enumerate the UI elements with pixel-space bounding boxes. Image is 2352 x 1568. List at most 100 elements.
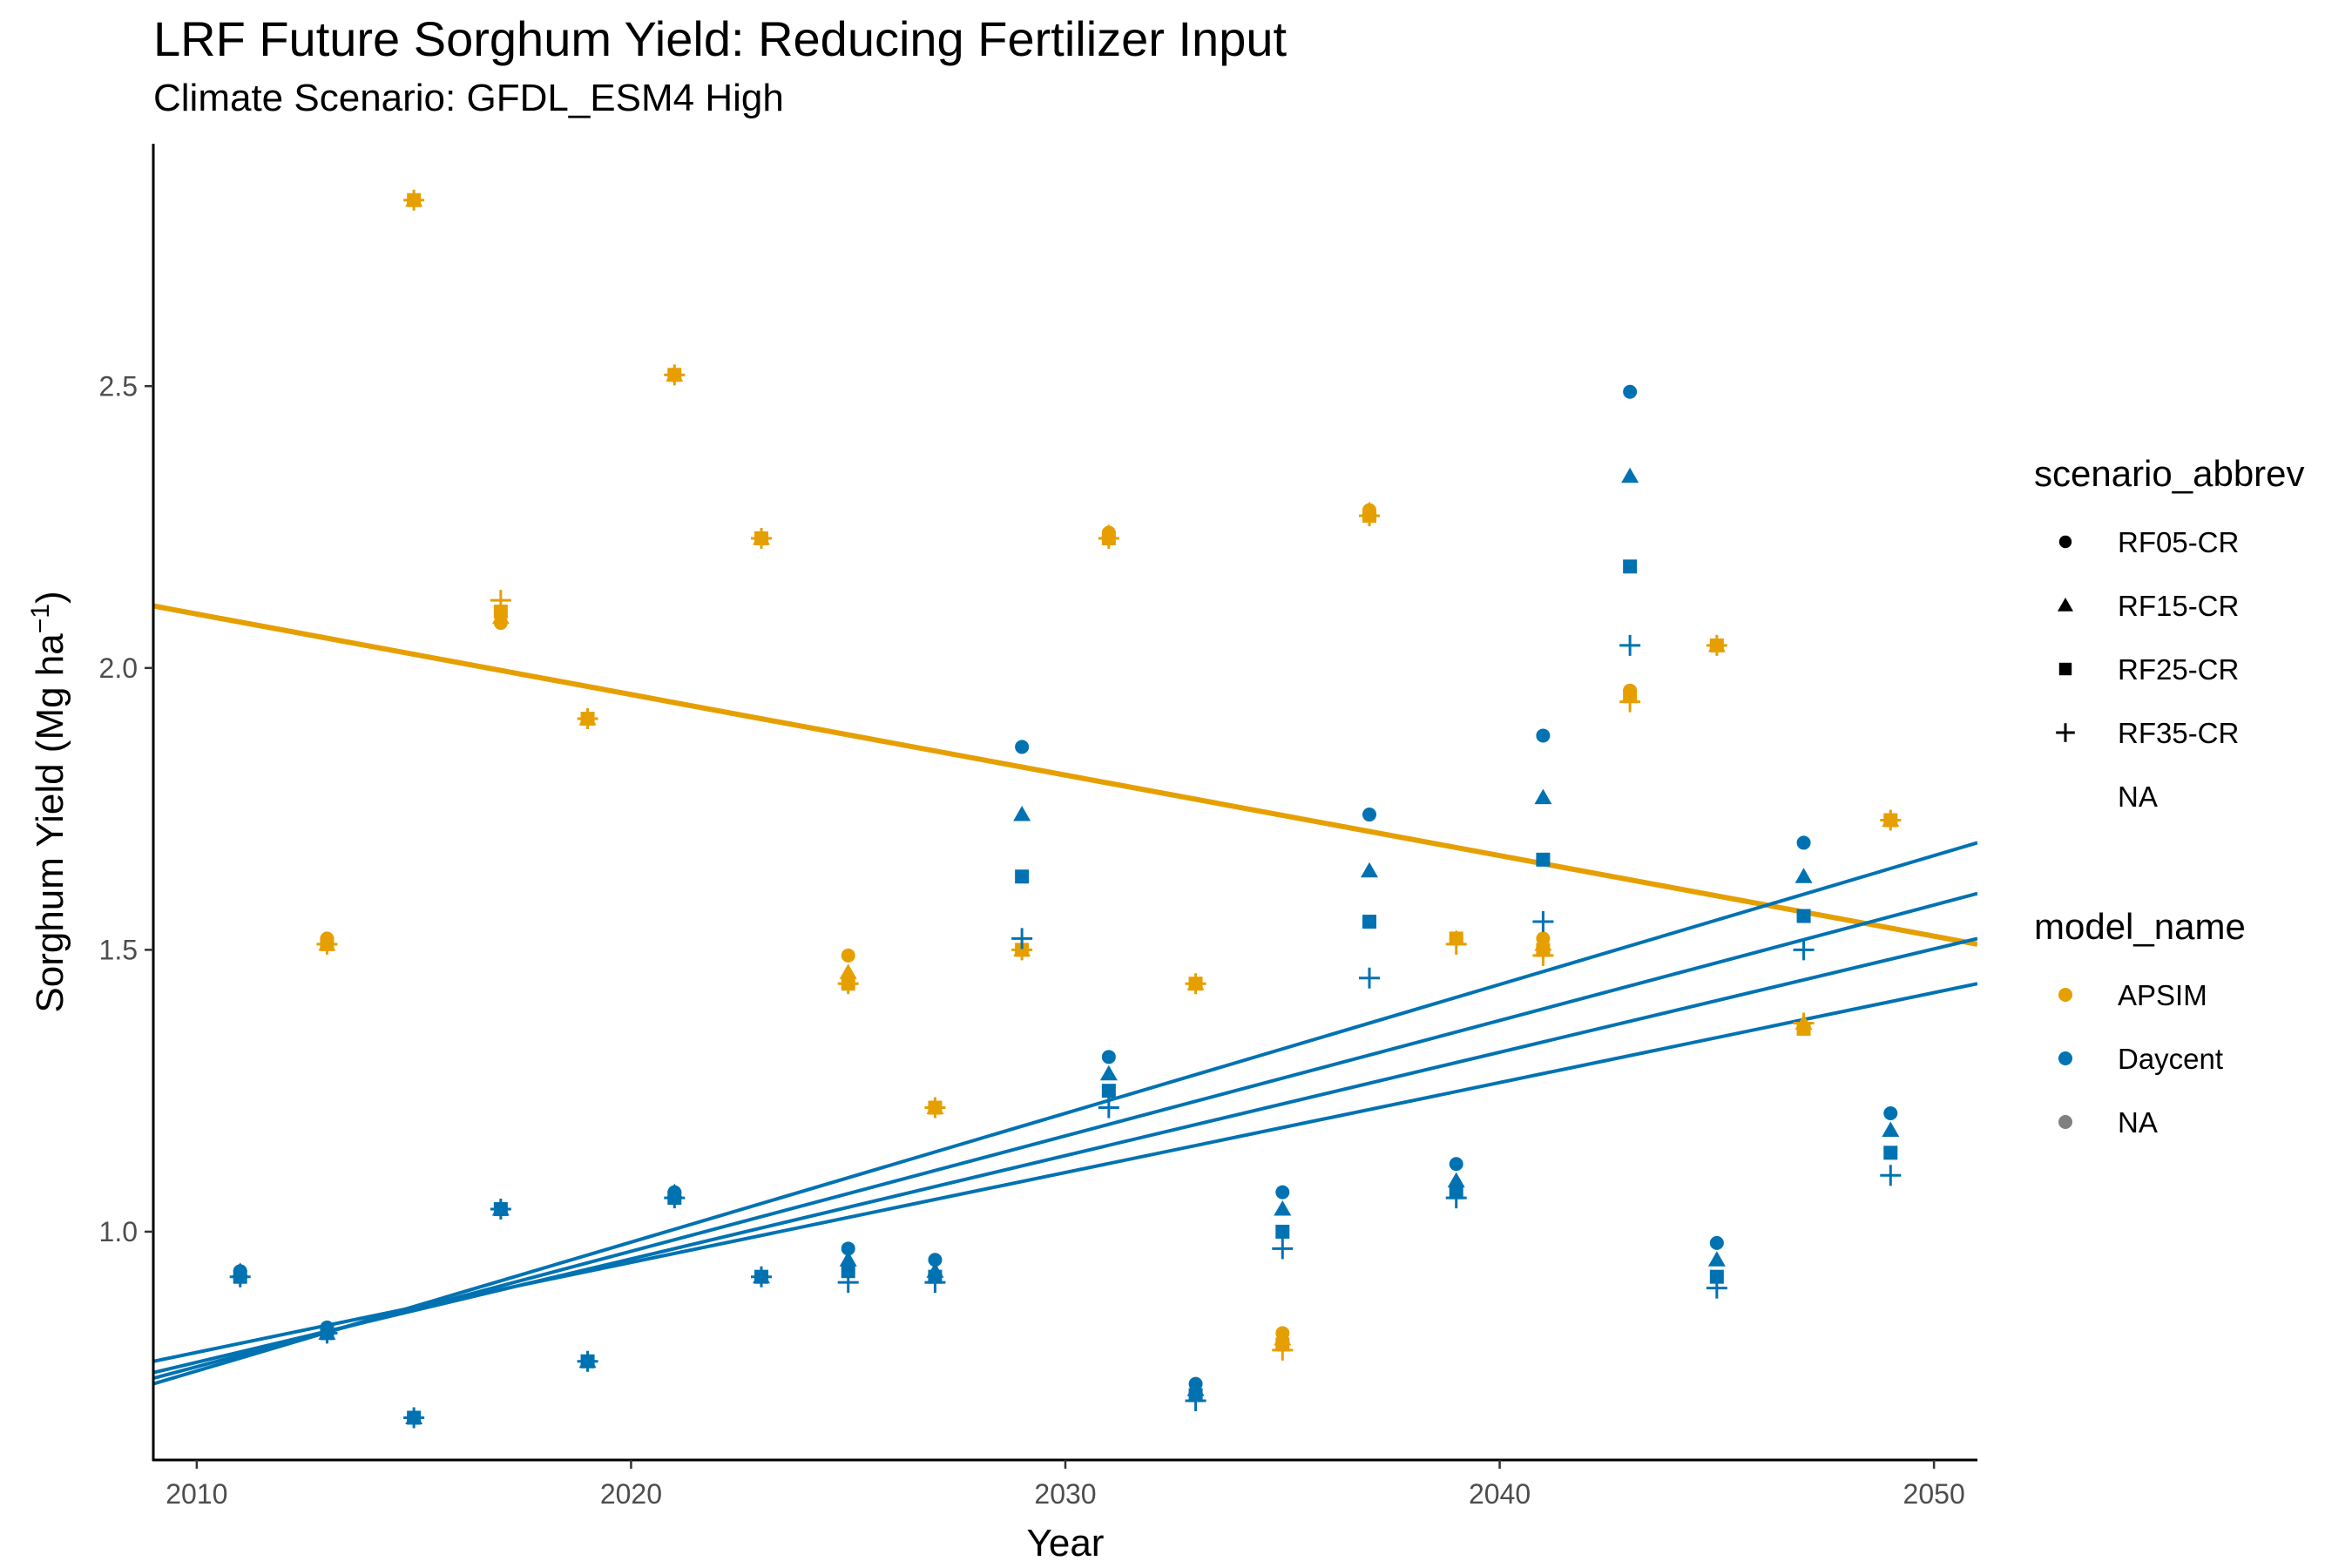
- point-daycent-rf05-cr: [1362, 808, 1376, 822]
- y-tick-label: 1.0: [99, 1216, 138, 1247]
- trend-line-daycent-rf05-cr: [153, 841, 1977, 1386]
- legend-key-apsim: [2058, 988, 2072, 1002]
- x-axis-title: Year: [1027, 1522, 1105, 1565]
- point-daycent-rf25-cr: [1101, 1084, 1116, 1098]
- point-daycent-rf15-cr: [1274, 1200, 1292, 1216]
- point-daycent-rf35-cr: [403, 1407, 425, 1429]
- point-apsim-rf25-cr: [493, 605, 508, 619]
- point-daycent-rf15-cr: [1361, 862, 1378, 878]
- point-daycent-rf35-cr: [577, 1350, 598, 1372]
- trend-lines: [153, 603, 1977, 1386]
- x-tick-label: 2020: [600, 1478, 662, 1510]
- point-daycent-rf25-cr: [1709, 1269, 1724, 1284]
- point-daycent-rf15-cr: [1621, 467, 1639, 483]
- point-daycent-rf05-cr: [1536, 728, 1551, 743]
- point-daycent-rf05-cr: [1709, 1235, 1724, 1250]
- point-daycent-rf35-cr: [1445, 1187, 1467, 1209]
- point-apsim-rf35-cr: [1445, 933, 1467, 955]
- point-apsim-rf35-cr: [1880, 809, 1902, 831]
- point-daycent-rf15-cr: [1707, 1251, 1726, 1267]
- point-daycent-rf05-cr: [1449, 1157, 1463, 1172]
- point-apsim-rf35-cr: [577, 708, 598, 730]
- point-daycent-rf15-cr: [1099, 1064, 1118, 1081]
- point-daycent-rf35-cr: [1532, 911, 1554, 933]
- legends: scenario_abbrev RF05-CR RF15-CR RF25-CR RF35…: [2034, 453, 2305, 1139]
- point-apsim-rf35-cr: [1185, 973, 1206, 995]
- shape-legend-label: RF35-CR: [2118, 717, 2239, 749]
- point-apsim-rf15-cr: [839, 963, 857, 979]
- point-daycent-rf15-cr: [839, 1251, 857, 1267]
- y-axis-title: Sorghum Yield (Mg ha−1): [26, 591, 72, 1012]
- point-apsim-rf35-cr: [1793, 1012, 1815, 1034]
- point-daycent-rf35-cr: [751, 1266, 772, 1288]
- shape-legend-title: scenario_abbrev: [2034, 453, 2305, 494]
- point-apsim-rf35-cr: [1098, 527, 1119, 549]
- shape-legend-label: RF05-CR: [2118, 526, 2239, 558]
- point-apsim-rf35-cr: [1359, 505, 1380, 527]
- point-daycent-rf25-cr: [1536, 852, 1551, 867]
- point-apsim-rf35-cr: [403, 189, 425, 211]
- point-daycent-rf35-cr: [1793, 939, 1815, 961]
- point-daycent-rf35-cr: [924, 1272, 946, 1294]
- point-apsim-rf35-cr: [1532, 944, 1554, 966]
- trend-line-daycent-rf25-cr: [153, 936, 1977, 1375]
- point-apsim-rf35-cr: [490, 590, 511, 612]
- point-apsim-rf35-cr: [1706, 634, 1727, 656]
- color-legend-label: Daycent: [2118, 1043, 2223, 1075]
- legend-key-rf05-cr: [2058, 535, 2072, 549]
- trend-line-apsim-all: [153, 603, 1977, 947]
- chart-subtitle: Climate Scenario: GFDL_ESM4 High: [153, 77, 784, 119]
- point-daycent-rf35-cr: [1011, 928, 1033, 950]
- point-daycent-rf05-cr: [928, 1253, 943, 1267]
- legend-key-rf15-cr: [2058, 598, 2073, 612]
- point-daycent-rf35-cr: [664, 1187, 686, 1209]
- color-legend-title: model_name: [2034, 906, 2246, 947]
- point-daycent-rf15-cr: [1534, 788, 1552, 805]
- point-daycent-rf35-cr: [1880, 1165, 1902, 1186]
- point-apsim-rf35-cr: [316, 933, 338, 955]
- point-daycent-rf35-cr: [837, 1272, 859, 1294]
- point-daycent-rf05-cr: [1015, 740, 1030, 754]
- data-points: [229, 189, 1902, 1429]
- point-daycent-rf15-cr: [1013, 806, 1031, 821]
- point-daycent-rf25-cr: [1883, 1146, 1898, 1160]
- color-legend-label: APSIM: [2118, 979, 2207, 1011]
- legend-key-na: [2058, 1115, 2072, 1129]
- x-tick-label: 2030: [1034, 1478, 1096, 1510]
- point-daycent-rf35-cr: [1619, 634, 1641, 656]
- x-tick-label: 2040: [1469, 1478, 1531, 1510]
- y-tick-label: 1.5: [99, 934, 138, 965]
- point-daycent-rf15-cr: [1447, 1172, 1465, 1188]
- point-apsim-rf35-cr: [924, 1097, 946, 1119]
- point-daycent-rf05-cr: [1883, 1106, 1898, 1121]
- point-daycent-rf05-cr: [1623, 384, 1638, 399]
- point-apsim-rf35-cr: [837, 973, 859, 995]
- point-daycent-rf35-cr: [229, 1266, 251, 1288]
- legend-key-rf25-cr: [2058, 662, 2072, 676]
- point-daycent-rf35-cr: [1706, 1277, 1727, 1299]
- point-apsim-rf05-cr: [841, 948, 855, 963]
- point-apsim-rf35-cr: [1619, 691, 1641, 713]
- point-daycent-rf25-cr: [1362, 915, 1376, 929]
- point-daycent-rf25-cr: [841, 1264, 855, 1279]
- point-daycent-rf35-cr: [1272, 1238, 1294, 1260]
- legend-key-rf35-cr: [2056, 723, 2075, 742]
- y-tick-label: 2.0: [99, 652, 138, 684]
- point-daycent-rf25-cr: [1015, 869, 1030, 884]
- chart-title: LRF Future Sorghum Yield: Reducing Ferti…: [153, 11, 1288, 66]
- point-apsim-rf35-cr: [1272, 1339, 1294, 1361]
- point-daycent-rf35-cr: [1359, 967, 1380, 989]
- point-daycent-rf15-cr: [1794, 868, 1813, 883]
- shape-legend-label: RF15-CR: [2118, 590, 2239, 622]
- point-apsim-rf35-cr: [751, 527, 772, 549]
- point-daycent-rf05-cr: [1275, 1185, 1290, 1200]
- color-legend-label: NA: [2118, 1106, 2158, 1139]
- point-daycent-rf15-cr: [1882, 1121, 1900, 1137]
- point-daycent-rf25-cr: [1275, 1224, 1290, 1239]
- shape-legend-label: RF25-CR: [2118, 653, 2239, 686]
- point-daycent-rf25-cr: [1796, 909, 1811, 923]
- point-daycent-rf35-cr: [316, 1322, 338, 1344]
- point-daycent-rf35-cr: [490, 1199, 511, 1220]
- point-daycent-rf05-cr: [841, 1241, 855, 1256]
